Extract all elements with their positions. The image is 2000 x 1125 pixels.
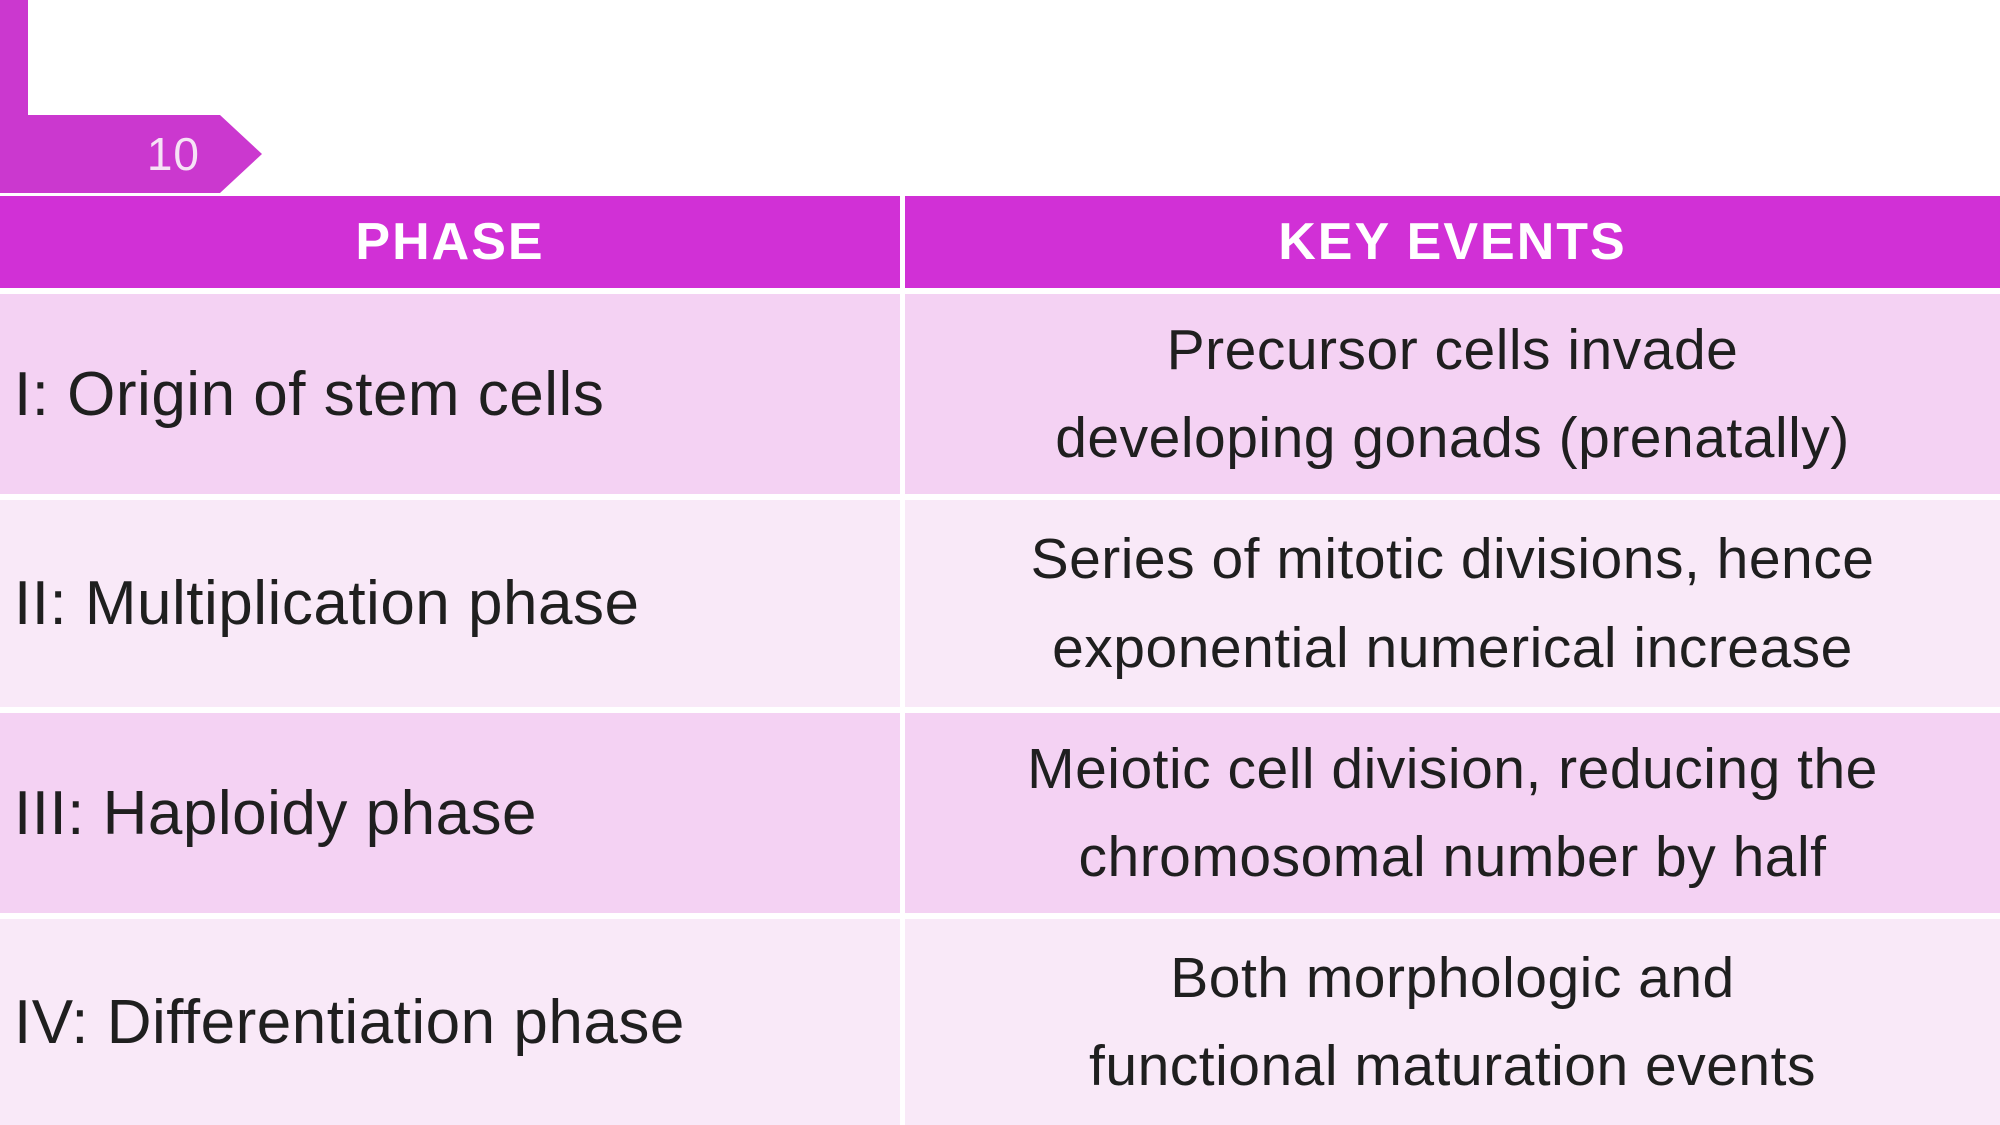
events-line: Precursor cells invade	[1166, 317, 1739, 382]
slide-number: 10	[146, 128, 200, 180]
header-label-key-events: KEY EVENTS	[1278, 213, 1627, 271]
events-line: Series of mitotic divisions, hence	[1030, 527, 1875, 592]
events-line: chromosomal number by half	[1078, 825, 1827, 889]
phase-text: I: Origin of stem cells	[14, 359, 605, 429]
events-line: developing gonads (prenatally)	[1055, 406, 1850, 470]
phase-text: II: Multiplication phase	[14, 569, 640, 638]
table-row-3-phase-cell: III: Haploidy phase	[0, 713, 900, 913]
phase-text: III: Haploidy phase	[14, 778, 538, 848]
phase-table: PHASE KEY EVENTS I: Origin of stem cells…	[0, 196, 2000, 1125]
events-line: exponential numerical increase	[1052, 615, 1853, 680]
table-row-2-events-cell: Series of mitotic divisions, hence expon…	[905, 500, 2000, 707]
header-label-phase: PHASE	[355, 213, 545, 271]
header-cell-key-events: KEY EVENTS	[905, 196, 2000, 288]
table-row-1-phase-cell: I: Origin of stem cells	[0, 294, 900, 494]
events-line: Both morphologic and	[1170, 945, 1735, 1010]
slide-number-badge: 10	[0, 115, 262, 193]
events-line: Meiotic cell division, reducing the	[1027, 736, 1878, 801]
events-line: functional maturation events	[1089, 1034, 1816, 1098]
table-row-3-events-cell: Meiotic cell division, reducing the chro…	[905, 713, 2000, 913]
header-cell-phase: PHASE	[0, 196, 900, 288]
table-row-1-events-cell: Precursor cells invade developing gonads…	[905, 294, 2000, 494]
table-row-4-events-cell: Both morphologic and functional maturati…	[905, 919, 2000, 1125]
table-row-2-phase-cell: II: Multiplication phase	[0, 500, 900, 707]
table-row-4-phase-cell: IV: Differentiation phase	[0, 919, 900, 1125]
phase-text: IV: Differentiation phase	[14, 987, 685, 1057]
